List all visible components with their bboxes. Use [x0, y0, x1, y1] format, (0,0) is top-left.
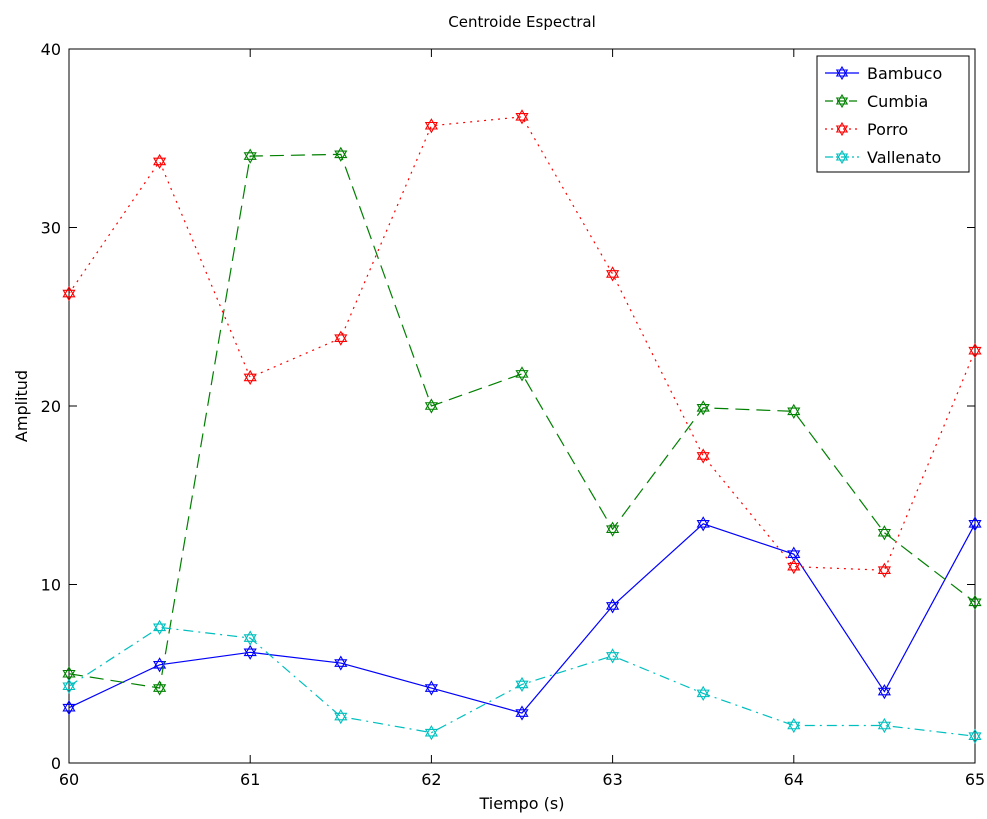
data-point-cumbia	[334, 146, 348, 162]
series-line-porro	[68, 116, 976, 571]
data-point-porro	[606, 266, 620, 282]
x-axis-label: Tiempo (s)	[478, 794, 564, 813]
legend-item-cumbia: Cumbia	[825, 92, 928, 111]
x-tick-label: 61	[240, 770, 260, 789]
data-point-bambuco	[153, 657, 167, 673]
legend-label: Bambuco	[867, 64, 942, 83]
data-point-porro	[968, 343, 982, 359]
data-point-bambuco	[787, 546, 801, 562]
legend: Bambuco Cumbia Porro Vallenato	[816, 55, 970, 173]
y-tick-label: 10	[41, 576, 61, 595]
data-point-porro	[515, 109, 529, 125]
chart-title: Centroide Espectral	[448, 13, 596, 31]
data-point-cumbia	[62, 666, 76, 682]
y-axis-label: Amplitud	[12, 370, 31, 442]
x-tick-label: 63	[602, 770, 622, 789]
legend-label: Cumbia	[867, 92, 928, 111]
data-point-porro	[243, 369, 257, 386]
data-point-porro	[62, 285, 76, 302]
data-point-vallenato	[153, 619, 167, 635]
data-point-porro	[696, 448, 710, 464]
data-point-porro	[877, 562, 891, 578]
data-point-cumbia	[787, 403, 801, 419]
y-tick-label: 30	[41, 219, 61, 238]
legend-marker	[835, 149, 849, 165]
data-point-cumbia	[877, 525, 891, 541]
data-point-vallenato	[606, 648, 620, 664]
series-cumbia	[62, 146, 982, 696]
data-point-cumbia	[696, 400, 710, 416]
data-point-vallenato	[62, 678, 76, 694]
axis-ticks: 60 61 62 63 64 65 0 10 20 30 40	[41, 40, 986, 789]
data-point-bambuco	[696, 516, 710, 532]
data-point-vallenato	[424, 725, 438, 741]
legend-item-vallenato: Vallenato	[825, 148, 941, 167]
series-bambuco	[62, 516, 982, 721]
data-point-bambuco	[968, 516, 982, 532]
legend-item-porro: Porro	[825, 120, 908, 139]
data-point-bambuco	[243, 644, 257, 660]
legend-item-bambuco: Bambuco	[825, 64, 942, 83]
data-point-bambuco	[606, 598, 620, 614]
data-point-bambuco	[515, 705, 529, 721]
legend-label: Porro	[867, 120, 908, 139]
data-point-vallenato	[787, 717, 801, 734]
data-point-bambuco	[62, 700, 76, 716]
series-porro	[62, 109, 982, 578]
y-tick-label: 40	[41, 40, 61, 59]
data-point-vallenato	[696, 685, 710, 701]
data-point-vallenato	[334, 708, 348, 725]
series-vallenato	[62, 619, 982, 744]
x-tick-label: 60	[59, 770, 79, 789]
series-line-bambuco	[68, 523, 976, 714]
y-tick-label: 0	[51, 754, 61, 773]
data-point-vallenato	[968, 728, 982, 744]
data-point-cumbia	[606, 521, 620, 537]
data-point-bambuco	[424, 680, 438, 696]
data-point-bambuco	[877, 684, 891, 700]
data-point-bambuco	[334, 655, 348, 671]
legend-marker	[835, 121, 849, 137]
data-point-cumbia	[153, 680, 167, 696]
data-point-vallenato	[515, 676, 529, 693]
x-tick-label: 62	[421, 770, 441, 789]
legend-marker	[835, 93, 849, 109]
legend-marker	[835, 65, 849, 81]
data-point-cumbia	[424, 398, 438, 414]
data-point-cumbia	[243, 148, 257, 164]
x-tick-label: 64	[784, 770, 804, 789]
data-point-porro	[424, 118, 438, 134]
series-line-cumbia	[68, 153, 976, 689]
x-tick-label: 65	[965, 770, 985, 789]
series-line-vallenato	[68, 626, 976, 737]
data-point-vallenato	[877, 717, 891, 734]
data-point-porro	[787, 559, 801, 575]
data-point-cumbia	[515, 366, 529, 382]
series-layer	[62, 109, 982, 744]
data-point-porro	[334, 330, 348, 346]
y-tick-label: 20	[41, 397, 61, 416]
legend-label: Vallenato	[867, 148, 941, 167]
data-point-vallenato	[243, 630, 257, 646]
data-point-cumbia	[968, 594, 982, 610]
data-point-porro	[153, 153, 167, 170]
